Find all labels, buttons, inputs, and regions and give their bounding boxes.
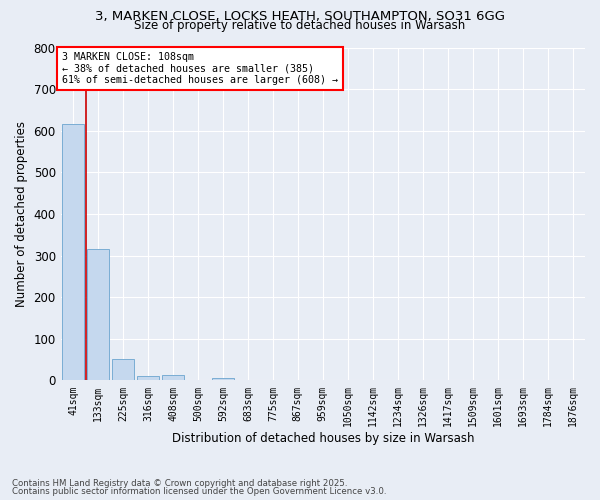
Bar: [87, 249, 109, 380]
Text: Contains public sector information licensed under the Open Government Licence v3: Contains public sector information licen…: [12, 487, 386, 496]
Bar: [112, 359, 134, 380]
Bar: [62, 124, 85, 380]
Bar: [162, 374, 184, 380]
Text: 3 MARKEN CLOSE: 108sqm
← 38% of detached houses are smaller (385)
61% of semi-de: 3 MARKEN CLOSE: 108sqm ← 38% of detached…: [62, 52, 338, 85]
Bar: [212, 378, 234, 380]
Bar: [137, 376, 159, 380]
Y-axis label: Number of detached properties: Number of detached properties: [15, 121, 28, 307]
Text: 3, MARKEN CLOSE, LOCKS HEATH, SOUTHAMPTON, SO31 6GG: 3, MARKEN CLOSE, LOCKS HEATH, SOUTHAMPTO…: [95, 10, 505, 23]
X-axis label: Distribution of detached houses by size in Warsash: Distribution of detached houses by size …: [172, 432, 474, 445]
Text: Size of property relative to detached houses in Warsash: Size of property relative to detached ho…: [134, 19, 466, 32]
Text: Contains HM Land Registry data © Crown copyright and database right 2025.: Contains HM Land Registry data © Crown c…: [12, 478, 347, 488]
